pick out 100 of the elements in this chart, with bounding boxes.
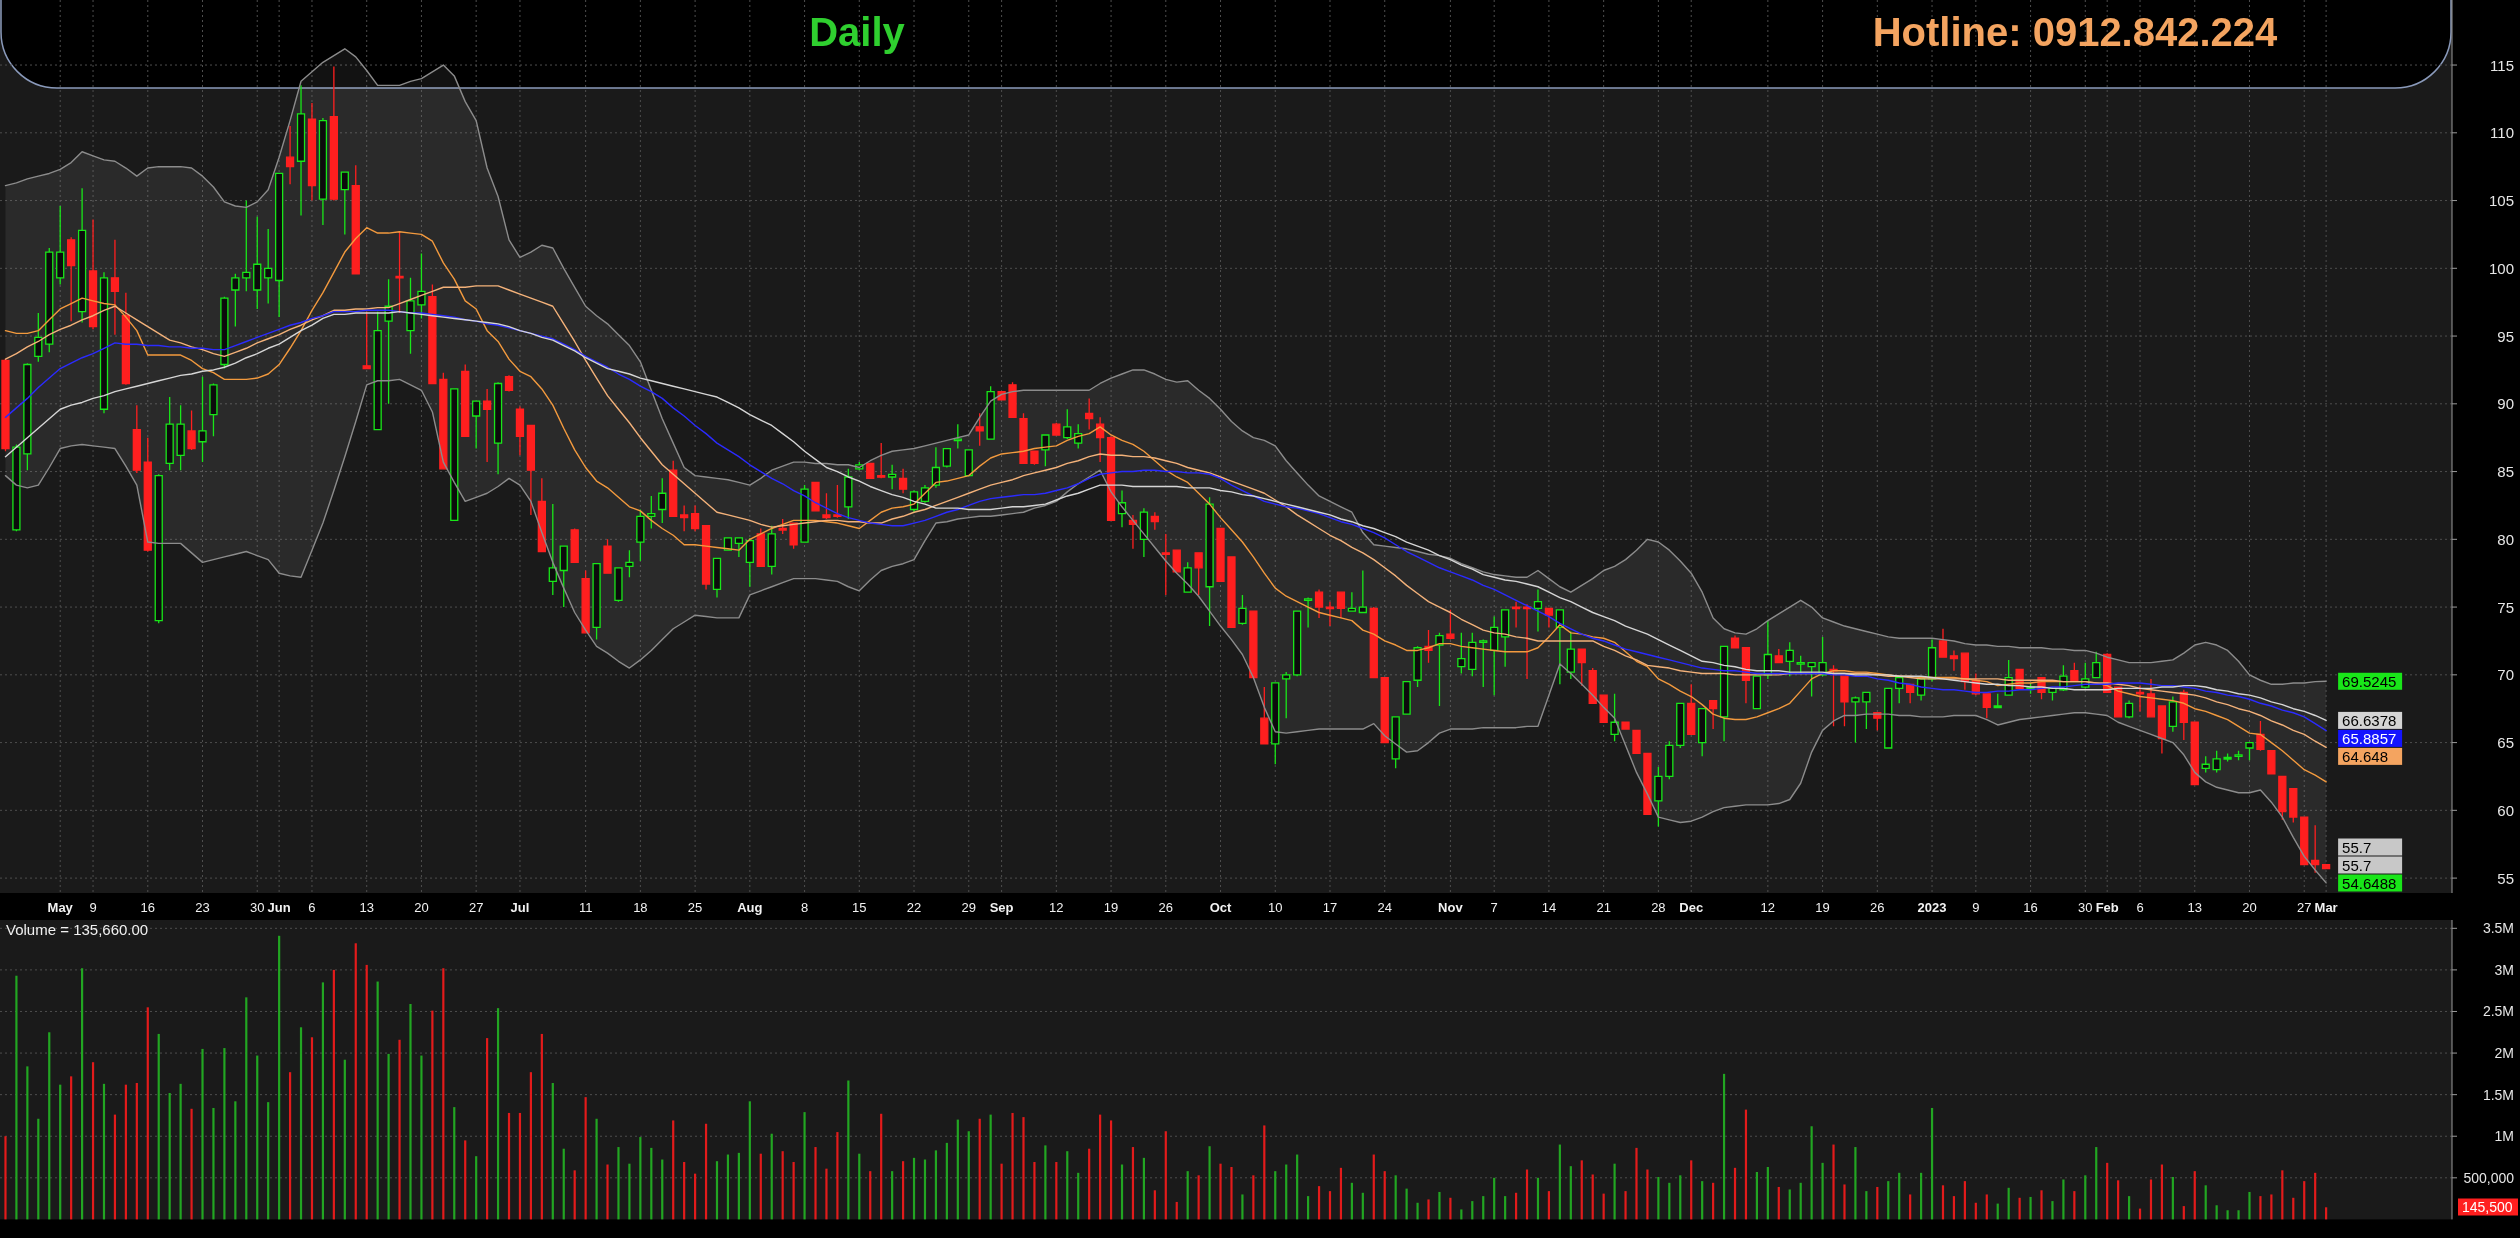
- candlestick: [931, 446, 941, 489]
- bar: [1394, 1175, 1397, 1220]
- y-tick-label: 2M: [2494, 1045, 2514, 1062]
- bar: [1821, 1162, 1824, 1220]
- candlestick: [1336, 591, 1346, 619]
- candlestick: [800, 484, 809, 543]
- x-tick-label: Jul: [510, 899, 530, 915]
- bar: [1690, 1160, 1693, 1220]
- bar: [759, 1153, 762, 1220]
- bar: [365, 964, 368, 1220]
- bar: [836, 1132, 839, 1220]
- x-tick-label: 23: [195, 899, 210, 915]
- candlestick: [285, 125, 295, 185]
- candlestick: [1522, 603, 1532, 680]
- bar: [409, 1004, 412, 1220]
- candlestick: [2168, 695, 2178, 733]
- candlestick: [975, 412, 984, 447]
- bar: [1898, 1172, 1901, 1220]
- bar: [2062, 1179, 2065, 1220]
- bar: [321, 982, 325, 1220]
- bar: [2237, 1210, 2240, 1220]
- candlestick: [187, 409, 196, 451]
- bar: [48, 1032, 51, 1220]
- bar: [737, 1152, 740, 1220]
- bar: [540, 1033, 543, 1220]
- bar: [617, 1147, 620, 1220]
- bar: [847, 1080, 850, 1220]
- bar: [2303, 1181, 2306, 1220]
- candlestick: [1862, 691, 1871, 730]
- candlestick: [2124, 699, 2134, 719]
- bar: [2182, 1206, 2185, 1220]
- bar: [310, 1037, 314, 1220]
- bar: [1186, 1171, 1189, 1220]
- x-tick-label: 16: [140, 899, 156, 915]
- bar: [1372, 1154, 1375, 1220]
- bar: [1066, 1151, 1069, 1220]
- candlestick: [1303, 596, 1313, 629]
- x-tick-label: 19: [1103, 899, 1119, 915]
- x-tick-label: 13: [2187, 899, 2202, 915]
- bar: [2281, 1170, 2284, 1220]
- x-tick-label: 16: [2023, 899, 2038, 915]
- candlestick: [822, 492, 831, 520]
- candlestick: [242, 199, 251, 292]
- x-tick-label: 22: [906, 899, 922, 915]
- bar: [1471, 1201, 1474, 1220]
- bar: [1449, 1197, 1452, 1220]
- candlestick: [329, 65, 339, 202]
- x-tick-label: Feb: [2095, 899, 2119, 915]
- candlestick: [417, 252, 426, 320]
- bar: [1383, 1171, 1386, 1220]
- candlestick: [2212, 750, 2221, 774]
- x-tick-label: May: [47, 899, 74, 915]
- candlestick: [1665, 740, 1674, 780]
- bar: [1000, 1163, 1003, 1220]
- candlestick: [2135, 685, 2145, 713]
- bar: [1580, 1160, 1583, 1220]
- candlestick: [658, 477, 667, 524]
- x-tick-label: 6: [2136, 899, 2144, 915]
- candlestick: [1391, 716, 1400, 769]
- candlestick: [1949, 649, 1959, 672]
- bar: [157, 1033, 160, 1220]
- candlestick: [898, 468, 908, 494]
- candlestick: [209, 382, 218, 437]
- candlestick: [1610, 693, 1619, 742]
- candlestick: [165, 396, 174, 471]
- candlestick: [472, 400, 481, 450]
- candlestick: [581, 569, 590, 634]
- bar: [1810, 1126, 1813, 1220]
- y-tick-label: 500,000: [2463, 1169, 2515, 1186]
- y-tick-label: 1.5M: [2482, 1086, 2514, 1103]
- candlestick: [734, 537, 744, 558]
- y-tick-label: 65: [2497, 734, 2514, 752]
- candlestick: [1621, 721, 1630, 730]
- bar: [1317, 1186, 1321, 1220]
- bar: [376, 981, 379, 1220]
- y-tick-label: 80: [2497, 530, 2514, 548]
- candlestick: [154, 473, 163, 624]
- candlestick: [2223, 752, 2232, 763]
- candlestick: [88, 218, 98, 330]
- bar: [1536, 1177, 1540, 1220]
- candlestick: [680, 504, 689, 532]
- y-tick-label: 60: [2497, 801, 2514, 819]
- bar: [15, 975, 18, 1220]
- candlestick: [712, 557, 722, 599]
- x-tick-label: 17: [1322, 899, 1338, 915]
- bar: [781, 1151, 784, 1220]
- bar: [124, 1084, 127, 1220]
- y-tick-label: 2.5M: [2482, 1003, 2514, 1020]
- x-tick-label: 11: [578, 899, 593, 915]
- candlestick: [701, 525, 711, 591]
- bar: [1963, 1181, 1966, 1220]
- candlestick: [669, 460, 678, 517]
- x-tick-label: 25: [687, 899, 703, 915]
- candlestick: [264, 228, 273, 305]
- bar: [2095, 1147, 2098, 1220]
- candlestick: [647, 495, 656, 530]
- candlestick: [231, 273, 240, 328]
- x-tick-label: 6: [308, 899, 316, 915]
- bar: [1624, 1191, 1627, 1220]
- x-tick-label: 18: [633, 899, 648, 915]
